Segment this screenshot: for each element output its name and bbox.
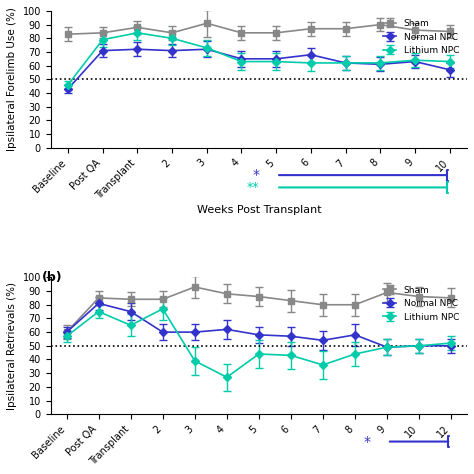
Y-axis label: Ipsilateral Retrievals (%): Ipsilateral Retrievals (%) (7, 282, 17, 410)
Text: Weeks Post Transplant: Weeks Post Transplant (197, 205, 321, 215)
Text: *: * (253, 168, 260, 182)
Legend: Sham, Normal NPC, Lithium NPC: Sham, Normal NPC, Lithium NPC (379, 282, 463, 325)
Text: *: * (363, 435, 370, 448)
Y-axis label: Ipsilateral Forelimb Use (%): Ipsilateral Forelimb Use (%) (7, 8, 17, 151)
Text: **: ** (247, 181, 260, 194)
Text: (b): (b) (42, 271, 63, 283)
Legend: Sham, Normal NPC, Lithium NPC: Sham, Normal NPC, Lithium NPC (379, 16, 463, 59)
